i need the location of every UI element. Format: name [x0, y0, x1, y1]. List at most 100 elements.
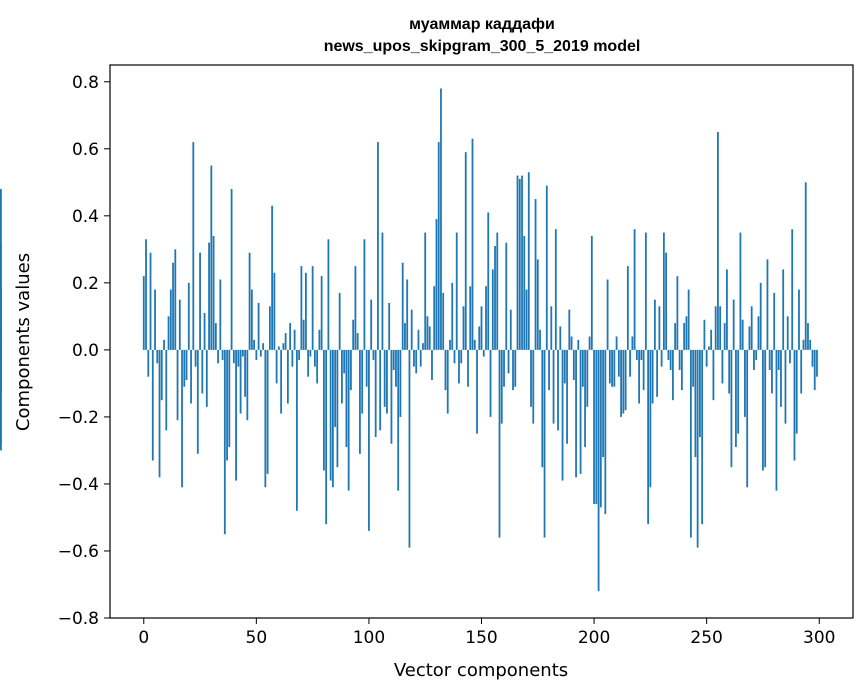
bar: [257, 302, 260, 350]
bar: [0, 292, 2, 350]
bar: [705, 349, 708, 367]
bar: [469, 286, 472, 350]
bar: [545, 185, 548, 350]
bar: [386, 349, 388, 414]
bar: [253, 339, 255, 350]
x-tick-label: 150: [465, 628, 497, 648]
bar: [325, 349, 328, 525]
bar: [728, 349, 731, 394]
bar: [359, 349, 361, 454]
chart-title: муаммар каддафи: [409, 16, 555, 33]
bar: [726, 269, 728, 350]
bar: [665, 252, 668, 350]
bar: [406, 279, 409, 350]
bar: [611, 349, 613, 387]
bar: [629, 349, 631, 377]
bar: [732, 299, 735, 350]
bar: [178, 299, 181, 350]
bar: [694, 349, 697, 458]
bar: [568, 309, 571, 350]
bar: [667, 349, 670, 360]
bar: [527, 172, 530, 350]
bar: [557, 349, 559, 431]
bar: [248, 252, 251, 350]
bar: [768, 349, 771, 370]
bar: [509, 309, 512, 350]
bar: [782, 269, 785, 350]
bar: [291, 349, 294, 367]
bar: [158, 349, 161, 478]
bar: [352, 319, 355, 350]
bar: [275, 349, 278, 384]
bar: [302, 319, 305, 350]
bar: [399, 349, 402, 417]
bar: [577, 339, 580, 350]
bar: [606, 279, 609, 350]
bar: [201, 349, 204, 394]
bar: [476, 349, 478, 434]
bar: [735, 349, 737, 448]
bar: [586, 349, 589, 407]
bar: [228, 349, 231, 448]
bar: [561, 349, 564, 481]
bar: [552, 349, 555, 424]
bar: [671, 349, 674, 401]
bar: [478, 326, 481, 350]
bar: [264, 349, 267, 488]
bar: [473, 339, 476, 350]
bar: [575, 349, 577, 478]
bar: [755, 349, 758, 360]
bar: [786, 316, 789, 350]
bar: [708, 346, 710, 350]
bar: [737, 349, 740, 434]
bar: [277, 346, 280, 350]
bar: [334, 349, 337, 427]
bar: [368, 349, 370, 531]
bar: [350, 349, 352, 391]
bar: [485, 286, 487, 350]
bar: [599, 349, 602, 508]
bar: [237, 349, 240, 367]
bar: [647, 349, 650, 525]
y-tick-label: 0.4: [72, 207, 99, 227]
bar: [151, 349, 154, 461]
bar: [154, 289, 156, 350]
bar: [676, 276, 679, 350]
bar: [181, 349, 183, 488]
bar: [444, 349, 447, 391]
bar: [163, 339, 165, 350]
bar: [723, 323, 726, 350]
bar: [147, 349, 150, 377]
bar: [0, 336, 2, 350]
bar: [714, 306, 717, 350]
bar: [489, 349, 492, 417]
bar: [644, 232, 647, 350]
bar: [307, 349, 310, 377]
bar: [185, 349, 188, 381]
bar: [793, 349, 796, 461]
x-tick-label: 50: [246, 628, 268, 648]
bar: [590, 235, 593, 350]
bar: [572, 349, 575, 381]
bar: [169, 289, 172, 350]
bar: [804, 182, 807, 350]
bar: [811, 349, 814, 367]
bar: [271, 205, 274, 350]
bar: [397, 349, 400, 491]
x-tick-label: 200: [578, 628, 610, 648]
x-axis-ticks: 0 50 100 150 200 250 300: [138, 618, 835, 648]
bar: [480, 306, 483, 350]
bar: [345, 349, 348, 448]
bar: [250, 289, 253, 350]
bar: [320, 276, 323, 350]
bar: [304, 272, 307, 350]
bar: [377, 142, 379, 350]
bar: [379, 349, 382, 431]
bar: [293, 329, 296, 350]
bar: [548, 349, 550, 391]
bar: [316, 349, 319, 384]
y-tick-label: −0.4: [58, 475, 99, 495]
bar: [496, 232, 499, 350]
bar: [341, 349, 343, 404]
bar: [221, 349, 224, 360]
